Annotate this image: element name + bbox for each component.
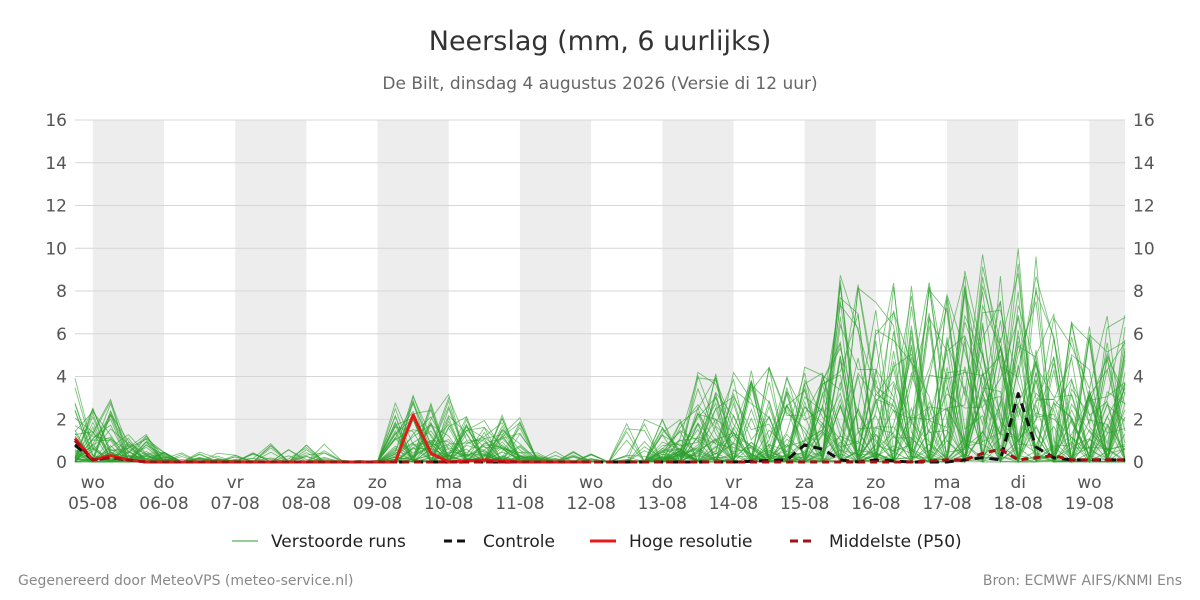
y-tick-label-right: 16 bbox=[1133, 111, 1155, 131]
x-tick-day: ma bbox=[435, 473, 462, 493]
footer-source: Bron: ECMWF AIFS/KNMI Ens bbox=[983, 573, 1182, 589]
legend: Verstoorde runs Controle Hoge resolutie Mid… bbox=[232, 532, 962, 552]
x-tick-date: 10-08 bbox=[424, 494, 473, 514]
y-tick-label-left: 14 bbox=[45, 154, 67, 174]
y-tick-label-right: 12 bbox=[1133, 197, 1155, 217]
x-tick-day: do bbox=[153, 473, 174, 493]
y-tick-label-right: 8 bbox=[1133, 282, 1144, 302]
x-tick-date: 18-08 bbox=[994, 494, 1043, 514]
footer-credit: Gegenereerd door MeteoVPS (meteo-service… bbox=[18, 573, 353, 589]
x-tick-date: 17-08 bbox=[922, 494, 971, 514]
y-tick-label-right: 4 bbox=[1133, 368, 1144, 388]
x-tick-day: za bbox=[297, 473, 316, 493]
y-tick-label-left: 16 bbox=[45, 111, 67, 131]
y-tick-label-right: 6 bbox=[1133, 325, 1144, 345]
x-tick-date: 09-08 bbox=[353, 494, 402, 514]
chart-subtitle: De Bilt, dinsdag 4 augustus 2026 (Versie… bbox=[382, 74, 817, 94]
x-tick-date: 13-08 bbox=[638, 494, 687, 514]
y-tick-label-right: 10 bbox=[1133, 239, 1155, 259]
x-tick-day: zo bbox=[866, 473, 885, 493]
x-tick-day: do bbox=[652, 473, 673, 493]
y-tick-label-left: 6 bbox=[56, 325, 67, 345]
hoge-resolutie-line bbox=[73, 413, 592, 464]
x-tick-date: 06-08 bbox=[139, 494, 188, 514]
y-tick-label-left: 0 bbox=[56, 453, 67, 473]
x-tick-day: wo bbox=[1077, 473, 1101, 493]
x-tick-day: di bbox=[512, 473, 528, 493]
x-tick-day: vr bbox=[227, 473, 244, 493]
x-tick-day: zo bbox=[368, 473, 387, 493]
y-tick-label-right: 2 bbox=[1133, 410, 1144, 430]
x-tick-day: wo bbox=[579, 473, 603, 493]
x-tick-date: 12-08 bbox=[566, 494, 615, 514]
y-tick-label-left: 8 bbox=[56, 282, 67, 302]
y-tick-label-left: 2 bbox=[56, 410, 67, 430]
legend-label: Verstoorde runs bbox=[271, 532, 406, 552]
x-tick-date: 19-08 bbox=[1065, 494, 1114, 514]
x-tick-day: za bbox=[795, 473, 814, 493]
x-tick-date: 16-08 bbox=[851, 494, 900, 514]
y-tick-label-right: 14 bbox=[1133, 154, 1155, 174]
y-tick-label-left: 12 bbox=[45, 197, 67, 217]
y-tick-label-left: 4 bbox=[56, 368, 67, 388]
x-tick-date: 05-08 bbox=[68, 494, 117, 514]
x-tick-day: wo bbox=[81, 473, 105, 493]
x-tick-date: 08-08 bbox=[282, 494, 331, 514]
p50-line bbox=[73, 439, 1125, 464]
legend-label: Middelste (P50) bbox=[829, 532, 962, 552]
legend-label: Controle bbox=[483, 532, 555, 552]
x-tick-day: vr bbox=[725, 473, 742, 493]
x-tick-date: 07-08 bbox=[210, 494, 259, 514]
chart-title: Neerslag (mm, 6 uurlijks) bbox=[429, 26, 771, 57]
y-tick-label-left: 10 bbox=[45, 239, 67, 259]
x-tick-day: di bbox=[1010, 473, 1026, 493]
x-tick-day: ma bbox=[934, 473, 961, 493]
y-tick-label-right: 0 bbox=[1133, 453, 1144, 473]
main-series bbox=[73, 392, 1125, 464]
x-tick-date: 14-08 bbox=[709, 494, 758, 514]
legend-label: Hoge resolutie bbox=[629, 532, 753, 552]
x-tick-date: 15-08 bbox=[780, 494, 829, 514]
x-tick-date: 11-08 bbox=[495, 494, 544, 514]
